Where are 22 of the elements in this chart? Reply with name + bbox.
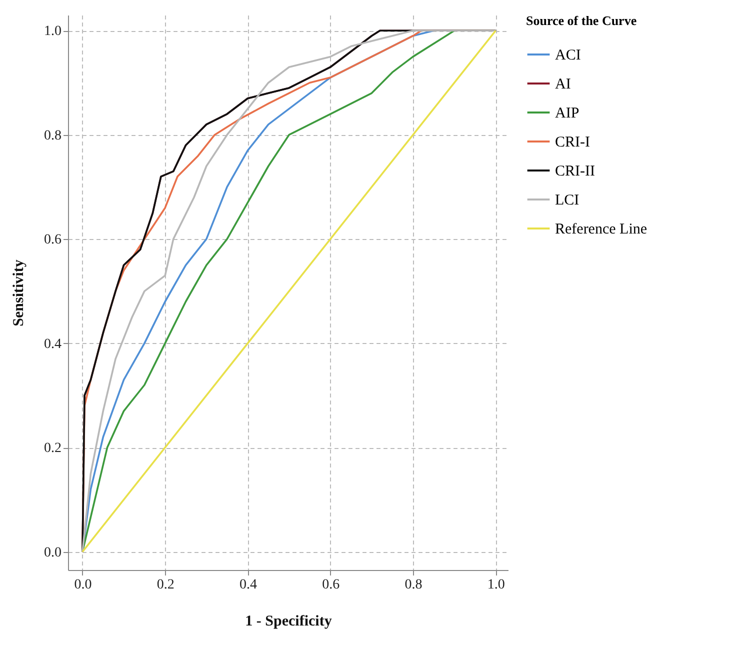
x-tick-label: 0.8 — [404, 578, 422, 592]
x-tick-label: 0.0 — [74, 578, 92, 592]
legend-label: LCI — [555, 192, 580, 208]
legend-label: AI — [555, 76, 571, 92]
y-tick-label: 0.4 — [44, 336, 62, 352]
legend-label: CRI-I — [555, 134, 590, 150]
y-tick-label: 1.0 — [44, 24, 62, 40]
legend-title: Source of the Curve — [526, 13, 637, 28]
x-axis-title: 1 - Specificity — [245, 614, 332, 630]
legend-label: AIP — [555, 106, 580, 122]
y-axis-title: Sensitivity — [11, 259, 27, 326]
x-tick-label: 0.2 — [156, 578, 174, 592]
x-tick-label: 0.6 — [322, 578, 340, 592]
x-tick-label: 0.4 — [239, 578, 257, 592]
x-tick-label: 1.0 — [487, 578, 505, 592]
y-tick-label: 0.2 — [44, 441, 62, 456]
y-tick-label: 0.0 — [44, 545, 62, 560]
legend-label: ACI — [555, 48, 581, 64]
legend-label: CRI-II — [555, 164, 595, 180]
legend-label: Reference Line — [555, 222, 648, 238]
y-tick-label: 0.6 — [44, 232, 62, 248]
y-tick-label: 0.8 — [44, 128, 62, 144]
